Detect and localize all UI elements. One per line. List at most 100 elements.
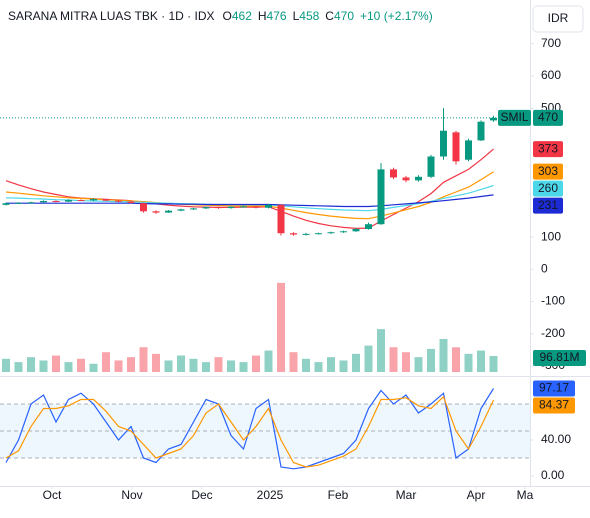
candle-body	[52, 200, 60, 202]
volume-bar	[89, 363, 98, 372]
volume-bar	[364, 345, 373, 372]
ma-value: 373	[538, 141, 558, 155]
volume-bar	[264, 350, 273, 372]
stoch-value-box	[533, 397, 575, 414]
volume-bar	[327, 357, 335, 372]
candle-body	[390, 169, 397, 178]
volume-bar	[2, 358, 10, 372]
volume-value-box	[533, 350, 586, 366]
volume-bar	[289, 352, 298, 372]
x-tick-label: Oct	[43, 488, 62, 502]
candle-body	[290, 233, 297, 235]
volume-bar	[277, 282, 285, 372]
candle-body	[302, 233, 310, 235]
volume-bar	[239, 362, 248, 372]
x-tick-label: Apr	[467, 488, 486, 502]
candle-body	[165, 210, 172, 213]
candle-body	[15, 202, 22, 204]
x-tick-label: Feb	[328, 488, 349, 502]
y-tick-label: 0	[541, 261, 548, 275]
volume-bar	[402, 352, 410, 372]
ma-value-box	[533, 163, 563, 180]
volume-bar	[127, 357, 135, 372]
volume-bar	[389, 347, 398, 372]
volume-bar	[64, 362, 73, 372]
candle-body	[365, 224, 372, 230]
candle-body	[402, 177, 410, 181]
stoch-value: 84.37	[539, 398, 569, 412]
moving-average	[6, 194, 494, 208]
candle-body	[190, 208, 197, 210]
candle-body	[265, 204, 272, 208]
candle-body	[102, 199, 110, 201]
volume-bar	[102, 352, 110, 372]
volume-bar	[452, 347, 460, 372]
candle-body	[452, 132, 460, 162]
candle-body	[277, 204, 285, 234]
volume-bar	[39, 360, 48, 372]
candle-body	[327, 232, 335, 234]
volume-bar	[414, 357, 423, 372]
candle-body	[477, 121, 485, 141]
candle-body	[227, 206, 235, 209]
ma-value: 231	[538, 198, 558, 212]
candle-body	[315, 233, 322, 235]
symbol-tag: SMIL	[500, 110, 528, 124]
candle-body	[240, 206, 247, 208]
y-tick-label: -200	[541, 326, 565, 340]
candle-body	[115, 200, 122, 202]
candle-body	[27, 202, 35, 204]
y-tick-label: 600	[541, 68, 561, 82]
ohlc-label: O	[223, 9, 232, 23]
ma-value: 303	[538, 164, 558, 178]
candle-body	[465, 140, 472, 160]
ohlc-value: 462	[232, 9, 252, 23]
volume-bar	[202, 362, 210, 372]
volume-bar	[464, 353, 473, 372]
x-tick-label: Dec	[191, 488, 212, 502]
stoch-tick-label: 0.00	[541, 468, 565, 482]
candle-body	[415, 176, 422, 181]
volume-bar	[27, 357, 35, 372]
candle-body	[440, 130, 447, 157]
last-price: 470	[538, 110, 558, 124]
volume-bar	[227, 360, 235, 372]
candle-body	[427, 156, 435, 177]
volume-bar	[252, 355, 260, 372]
stoch-line	[5, 388, 495, 470]
volume-bar	[314, 362, 323, 372]
candle-body	[2, 203, 10, 205]
ohlc-label: H	[258, 9, 267, 23]
ma-value-box	[533, 141, 563, 158]
ma-value-box	[533, 197, 563, 214]
ohlc-value: 458	[299, 9, 319, 23]
last-price-box	[533, 109, 563, 126]
volume-bar	[439, 339, 448, 372]
candle-body	[65, 200, 72, 202]
stoch-tick-label: 40.00	[541, 432, 571, 446]
candle-body	[252, 206, 260, 208]
currency-label[interactable]: IDR	[548, 11, 569, 25]
volume-bar	[139, 347, 148, 372]
volume-bar	[177, 355, 185, 372]
volume-bar	[477, 350, 485, 372]
ohlc-label: L	[293, 9, 300, 23]
x-tick-label: Nov	[121, 488, 142, 502]
moving-average	[5, 171, 494, 220]
volume-bar	[189, 358, 198, 372]
ma-value: 260	[538, 181, 558, 195]
symbol-title: SARANA MITRA LUAS TBK · 1D · IDX	[8, 9, 215, 23]
volume-bar	[14, 362, 23, 372]
volume-value: 96.81M	[539, 350, 579, 364]
stoch-value: 97.17	[539, 381, 569, 395]
candle-body	[352, 229, 360, 232]
candle-body	[127, 201, 135, 203]
candle-body	[77, 200, 85, 202]
change: +10 (+2.17%)	[360, 9, 433, 23]
volume-bar	[377, 329, 385, 372]
currency-button[interactable]	[532, 5, 584, 33]
y-tick-label: 700	[541, 36, 561, 50]
candle-body	[340, 231, 347, 233]
